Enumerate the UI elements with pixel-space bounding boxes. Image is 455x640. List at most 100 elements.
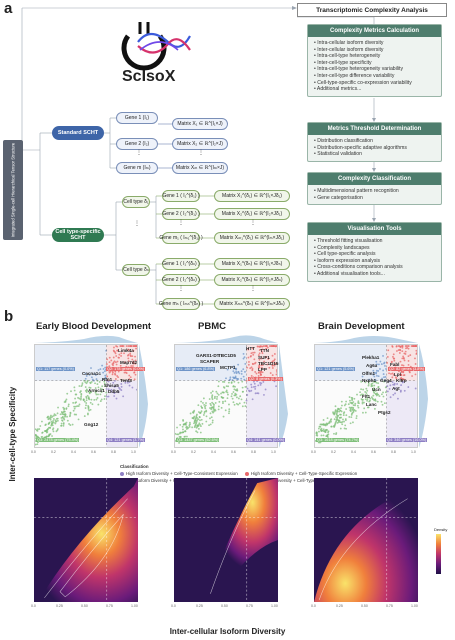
scatter-point: [211, 398, 214, 401]
scatter-point: [343, 427, 346, 430]
scatter-point: [407, 347, 410, 350]
scatter-point: [382, 369, 385, 372]
scatter-point: [349, 422, 352, 425]
scatter-point: [222, 380, 224, 383]
density-x-tick: 0.50: [361, 604, 368, 608]
list-item: Distribution-specific adaptive algorithm…: [314, 145, 435, 152]
scatter-point: [99, 393, 102, 396]
scatter-point: [257, 366, 260, 369]
scatter-point: [253, 382, 256, 385]
scatter-point: [398, 345, 401, 347]
scatter-point: [394, 392, 396, 395]
ct-matrix-1n: Matrix X₁^(δₙ) ∈ ℝ^(I₁×Jδₙ): [214, 258, 290, 270]
box-title: Complexity Metrics Calculation: [308, 25, 441, 37]
scatter-point: [103, 370, 106, 373]
scatter-point: [374, 398, 377, 401]
scatter-point: [128, 384, 131, 387]
scatter-point: [106, 358, 109, 361]
legend-swatch: [244, 471, 249, 476]
scatter-point: [211, 421, 214, 424]
scatter-point: [182, 428, 184, 431]
scatter-point: [409, 354, 412, 357]
scatter-point: [59, 413, 62, 416]
density-x-tick: 1.00: [271, 604, 278, 608]
scatter-point: [72, 409, 75, 412]
gene-label: Ucn: [372, 387, 381, 392]
title-pbmc: PBMC: [198, 321, 226, 332]
scatter-point: [89, 391, 91, 393]
scatter-point: [263, 393, 265, 396]
scatter-point: [91, 378, 94, 381]
scatter-point: [197, 427, 200, 430]
scatter-point: [110, 359, 113, 362]
scatter-point: [402, 355, 405, 358]
scatter-point: [97, 403, 100, 406]
scatter-point: [50, 423, 53, 426]
scatter-point: [176, 426, 178, 429]
scatter-point: [131, 386, 134, 389]
top-histogram: [314, 336, 418, 343]
scatter-point: [36, 429, 39, 432]
y-axis-label: Inter-cell-type Specificity: [8, 386, 17, 482]
scatter-point: [196, 424, 199, 427]
scatter-point: [120, 389, 123, 392]
scatter-point: [349, 401, 352, 404]
scatter-point: [114, 352, 117, 355]
scatter-point: [322, 428, 325, 431]
scatter-point: [250, 383, 253, 386]
scatter-point: [209, 417, 211, 420]
legend-item: High Isoform Diversity + Cell-Type-Consi…: [120, 471, 238, 476]
scatter-point: [327, 436, 329, 438]
gene-label: Gng12: [84, 422, 99, 427]
scatter-point: [238, 402, 241, 405]
scatter-point: [322, 419, 325, 421]
standard-gene-m: Gene m (Iₘ): [116, 162, 158, 174]
scatter-point: [250, 352, 253, 355]
scatter-point: [402, 357, 405, 360]
scatter-point: [114, 372, 116, 375]
scatter-point: [373, 407, 376, 410]
scatter-point: [264, 388, 267, 391]
scatter-point: [118, 386, 120, 389]
scatter-point: [50, 416, 53, 419]
scatter-point: [188, 425, 191, 428]
scatter-point: [193, 415, 196, 418]
scatter-point: [80, 392, 83, 395]
scatter-point: [197, 418, 200, 421]
gene-label: Limk4a: [118, 348, 134, 353]
scatter-point: [258, 358, 261, 361]
scatter-point: [123, 371, 126, 374]
gene-label: TBC1D5: [218, 353, 236, 358]
standard-matrix-2: Matrix X₂ ∈ ℝ^(I₂×J): [172, 138, 228, 150]
gene-label: Ag6a: [366, 363, 378, 368]
scatter-point: [77, 405, 80, 408]
scatter-point: [216, 395, 219, 398]
scatter-point: [271, 361, 274, 364]
scatter-point: [258, 364, 261, 367]
scatter-point: [85, 391, 88, 393]
scatter-point: [230, 395, 233, 398]
density-x-tick: 0.25: [336, 604, 343, 608]
scatter-point: [216, 398, 218, 400]
scatter-point: [211, 394, 214, 397]
scatter-point: [376, 400, 379, 403]
scatter-point: [186, 435, 188, 438]
scatter-point: [243, 356, 246, 359]
scatter-point: [362, 411, 364, 414]
scatter-point: [352, 404, 355, 407]
scatter-point: [113, 346, 115, 349]
panel-b-letter: b: [4, 308, 14, 325]
scatter-point: [107, 380, 110, 383]
gene-label: Shisa5: [104, 383, 119, 388]
scatter-point: [49, 418, 52, 421]
scatter-point: [271, 367, 274, 369]
scatter-point: [81, 382, 84, 385]
scatter-point: [78, 385, 81, 387]
scatter-point: [81, 383, 84, 386]
scatter-point: [235, 370, 238, 373]
scatter-point: [265, 345, 268, 347]
scatter-point: [265, 356, 268, 359]
scatter-point: [117, 391, 120, 394]
scatter-point: [56, 412, 59, 415]
scatter-point: [191, 411, 194, 414]
